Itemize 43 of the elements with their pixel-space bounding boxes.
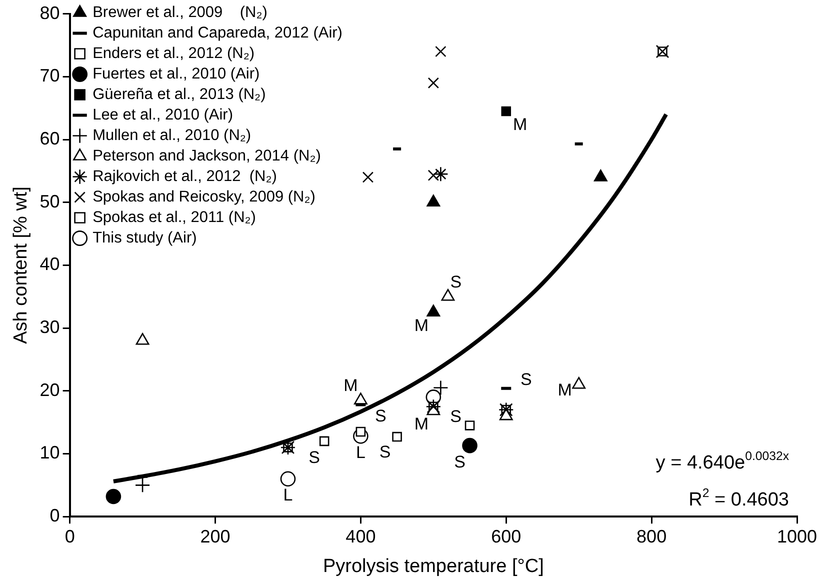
annotation: S — [450, 407, 462, 426]
annotation: S — [375, 406, 386, 426]
legend-label: Enders et al., 2012 (N₂) — [92, 45, 255, 62]
legend-label: Spokas and Reicosky, 2009 (N₂) — [92, 188, 316, 206]
legend-label: Capunitan and Capareda, 2012 (Air) — [92, 24, 342, 42]
legend-label: Rajkovich et al., 2012 (N₂) — [92, 168, 277, 186]
legend-label: Peterson and Jackson, 2014 (N₂) — [92, 148, 321, 165]
legend-label: This study (Air) — [92, 230, 197, 247]
x-tick-label: 200 — [200, 526, 230, 546]
annotation: S — [450, 272, 462, 292]
x-tick-label: 400 — [346, 526, 376, 546]
legend-label: Fuertes et al., 2010 (Air) — [92, 66, 260, 83]
annotation: M — [414, 316, 428, 336]
x-axis-title: Pyrolysis temperature [°C] — [322, 556, 544, 577]
legend-label: Güereña et al., 2013 (N₂) — [92, 86, 266, 104]
annotation: S — [379, 442, 391, 462]
y-tick-label: 20 — [40, 380, 60, 400]
legend-label: Spokas et al., 2011 (N₂) — [92, 209, 256, 226]
x-tick-label: 600 — [491, 526, 522, 546]
y-tick-label: 50 — [40, 191, 60, 212]
annotation: S — [454, 452, 466, 472]
y-tick-label: 0 — [50, 506, 60, 526]
x-tick-label: 0 — [64, 526, 75, 546]
annotation: M — [414, 414, 428, 434]
y-tick-label: 60 — [40, 128, 60, 148]
annotation: M — [513, 114, 528, 134]
legend-label: Mullen et al., 2010 (N₂) — [92, 127, 252, 144]
y-tick-label: 30 — [40, 317, 60, 338]
legend-label: Lee et al., 2010 (Air) — [92, 106, 234, 124]
annotation: L — [356, 442, 366, 462]
legend-label: Brewer et al., 2009 (N₂) — [92, 4, 268, 22]
annotation: S — [520, 370, 532, 390]
y-tick-label: 70 — [40, 66, 60, 86]
annotation: M — [344, 376, 358, 396]
x-tick-label: 1000 — [776, 526, 818, 546]
x-tick-label: 800 — [636, 526, 667, 546]
y-tick-label: 40 — [40, 254, 60, 274]
y-tick-label: 10 — [40, 442, 60, 463]
y-tick-label: 80 — [40, 2, 60, 23]
annotation: M — [558, 380, 572, 400]
annotation: L — [283, 486, 293, 505]
annotation: S — [308, 448, 320, 467]
y-axis-title: Ash content [% wt] — [10, 186, 32, 344]
